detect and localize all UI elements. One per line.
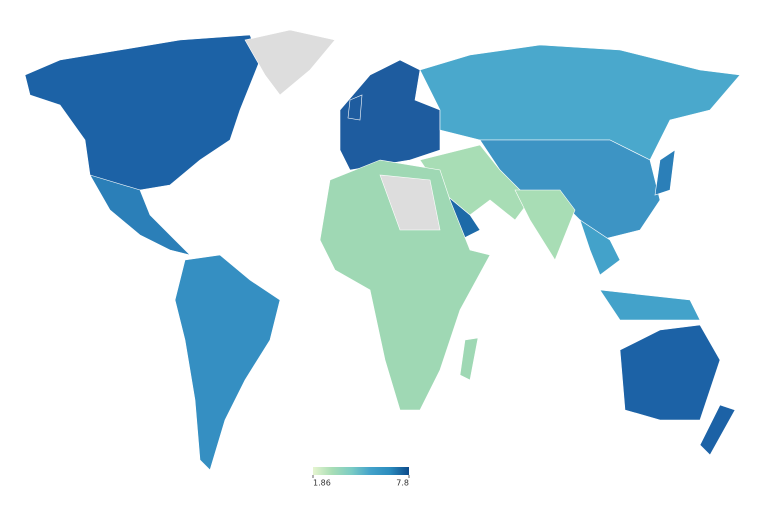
central-america [89,174,191,256]
legend-min-label: 1.86 [313,479,331,488]
legend-max-label: 7.8 [396,479,409,488]
greenland [244,29,336,96]
countries [24,29,741,471]
japan [654,149,676,196]
madagascar [459,337,479,381]
southeast-asia [579,219,621,276]
south-america [174,254,281,471]
india [514,189,576,261]
australia [619,324,721,421]
north-africa [379,174,441,231]
north-america [24,34,261,191]
uk [347,94,363,121]
new-zealand [699,404,736,456]
legend: 1.86 7.8 [312,467,410,488]
russia [419,44,741,161]
legend-gradient [313,467,409,475]
indonesia [599,289,701,321]
africa [319,159,491,411]
